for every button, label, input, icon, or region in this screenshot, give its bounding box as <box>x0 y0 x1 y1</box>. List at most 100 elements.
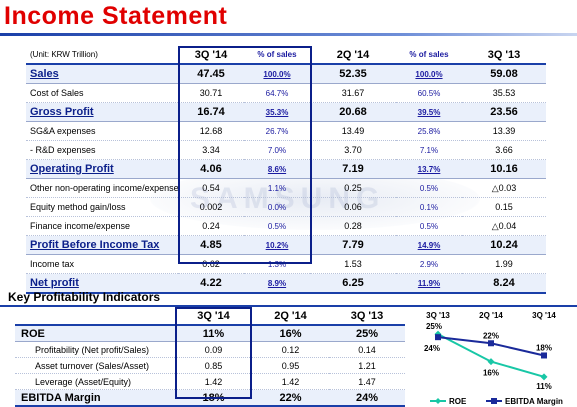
income-row-profit-before-income-tax: Profit Before Income Tax 4.85 10.2% 7.79 14.… <box>26 235 546 255</box>
income-header-row: (Unit: KRW Trillion) 3Q '14 % of sales 2… <box>26 46 546 65</box>
data-label-ebitda-margin: 18% <box>536 343 552 352</box>
pct-3q14: 1.1% <box>244 178 310 198</box>
data-point-ebitda-margin <box>488 340 494 347</box>
value-2q14: 0.06 <box>310 197 396 217</box>
income-row-finance-income-expense: Finance income/expense 0.24 0.5% 0.28 0.5% △0… <box>26 216 546 236</box>
label: EBITDA Margin <box>15 389 175 407</box>
data-point-ebitda-margin <box>435 334 441 341</box>
pct-3q14: 35.3% <box>244 102 310 122</box>
value-2q14: 0.25 <box>310 178 396 198</box>
income-row-gross-profit: Gross Profit 16.74 35.3% 20.68 39.5% 23.56 <box>26 102 546 122</box>
data-label-roe: 25% <box>426 322 442 331</box>
chart-category-3q-13: 3Q '13 <box>426 311 450 320</box>
legend-label-roe: ROE <box>449 397 467 406</box>
label: Asset turnover (Sales/Asset) <box>15 357 175 374</box>
value-2q14: 20.68 <box>310 102 396 122</box>
pct-3q14: 1.3% <box>244 254 310 274</box>
legend-label-ebitda-margin: EBITDA Margin <box>505 397 563 406</box>
value-3q14: 4.22 <box>178 273 244 294</box>
value-2q14: 0.12 <box>252 341 329 358</box>
header-pct-2q14: % of sales <box>396 46 462 65</box>
value-2q14: 7.79 <box>310 235 396 255</box>
value-2q14: 16% <box>252 325 329 342</box>
kpi-row-ebitda-margin: EBITDA Margin 18% 22% 24% <box>15 389 405 407</box>
kpi-row-profitability-net-profit-sales: Profitability (Net profit/Sales) 0.09 0.12… <box>15 341 405 358</box>
pct-2q14: 11.9% <box>396 273 462 294</box>
value-2q14: 31.67 <box>310 83 396 103</box>
value-3q14: 16.74 <box>178 102 244 122</box>
kpi-section-title: Key Profitability Indicators <box>8 290 161 304</box>
value-3q14: 4.85 <box>178 235 244 255</box>
value-2q14: 3.70 <box>310 140 396 160</box>
kpi-row-leverage-asset-equity: Leverage (Asset/Equity) 1.42 1.42 1.47 <box>15 373 405 390</box>
value-3q14: 1.42 <box>175 373 252 390</box>
pct-3q14: 10.2% <box>244 235 310 255</box>
value-2q14: 22% <box>252 389 329 407</box>
kpi-header-blank <box>15 307 175 326</box>
profitability-line-chart: 3Q '13 2Q '14 3Q '14 25% 16% 11% 24% 22% 18% RO… <box>424 311 563 406</box>
value-3q13: 10.16 <box>462 159 546 179</box>
pct-3q14: 0.0% <box>244 197 310 217</box>
value-3q13: 25% <box>329 325 405 342</box>
label: Operating Profit <box>26 159 178 179</box>
kpi-divider <box>0 305 577 307</box>
pct-3q14: 26.7% <box>244 121 310 141</box>
page-title: Income Statement <box>4 2 228 30</box>
pct-2q14: 25.8% <box>396 121 462 141</box>
income-row-other-non-operating-income-expense: Other non-operating income/expense 0.54 1.… <box>26 178 546 198</box>
value-3q13: 0.14 <box>329 341 405 358</box>
data-label-roe: 16% <box>483 369 499 378</box>
label: Profit Before Income Tax <box>26 235 178 255</box>
value-3q13: 8.24 <box>462 273 546 294</box>
label: Finance income/expense <box>26 216 178 236</box>
pct-3q14: 100.0% <box>244 64 310 84</box>
value-2q14: 0.28 <box>310 216 396 236</box>
value-3q14: 12.68 <box>178 121 244 141</box>
value-2q14: 7.19 <box>310 159 396 179</box>
label: Profitability (Net profit/Sales) <box>15 341 175 358</box>
legend-marker <box>435 398 441 404</box>
value-3q13: △0.03 <box>462 178 546 198</box>
pct-2q14: 14.9% <box>396 235 462 255</box>
value-3q14: 4.06 <box>178 159 244 179</box>
value-3q13: 23.56 <box>462 102 546 122</box>
value-2q14: 1.42 <box>252 373 329 390</box>
label: Income tax <box>26 254 178 274</box>
data-point-roe <box>540 373 548 381</box>
pct-2q14: 13.7% <box>396 159 462 179</box>
value-2q14: 1.53 <box>310 254 396 274</box>
label: Other non-operating income/expense <box>26 178 178 198</box>
value-3q14: 3.34 <box>178 140 244 160</box>
data-point-ebitda-margin <box>541 352 547 359</box>
label: Gross Profit <box>26 102 178 122</box>
kpi-header-3q13: 3Q '13 <box>329 307 405 326</box>
label: Cost of Sales <box>26 83 178 103</box>
value-3q13: 59.08 <box>462 64 546 84</box>
income-statement-table: (Unit: KRW Trillion) 3Q '14 % of sales 2… <box>26 46 546 294</box>
pct-3q14: 8.9% <box>244 273 310 294</box>
value-3q14: 30.71 <box>178 83 244 103</box>
value-3q13: △0.04 <box>462 216 546 236</box>
value-3q14: 0.09 <box>175 341 252 358</box>
value-3q13: 1.47 <box>329 373 405 390</box>
income-row-r-d-expenses: - R&D expenses 3.34 7.0% 3.70 7.1% 3.66 <box>26 140 546 160</box>
income-row-net-profit: Net profit 4.22 8.9% 6.25 11.9% 8.24 <box>26 273 546 294</box>
pct-3q14: 7.0% <box>244 140 310 160</box>
header-2q14: 2Q '14 <box>310 46 396 65</box>
value-3q14: 18% <box>175 389 252 407</box>
pct-2q14: 60.5% <box>396 83 462 103</box>
kpi-header-2q14: 2Q '14 <box>252 307 329 326</box>
value-3q13: 0.15 <box>462 197 546 217</box>
kpi-row-roe: ROE 11% 16% 25% <box>15 325 405 342</box>
income-row-income-tax: Income tax 0.62 1.3% 1.53 2.9% 1.99 <box>26 254 546 274</box>
label: SG&A expenses <box>26 121 178 141</box>
label: Leverage (Asset/Equity) <box>15 373 175 390</box>
kpi-row-asset-turnover-sales-asset: Asset turnover (Sales/Asset) 0.85 0.95 1.21 <box>15 357 405 374</box>
value-3q13: 13.39 <box>462 121 546 141</box>
label: - R&D expenses <box>26 140 178 160</box>
income-row-cost-of-sales: Cost of Sales 30.71 64.7% 31.67 60.5% 35.53 <box>26 83 546 103</box>
income-row-sg-a-expenses: SG&A expenses 12.68 26.7% 13.49 25.8% 13.39 <box>26 121 546 141</box>
data-label-roe: 11% <box>536 382 552 391</box>
value-3q14: 0.85 <box>175 357 252 374</box>
label: Net profit <box>26 273 178 294</box>
